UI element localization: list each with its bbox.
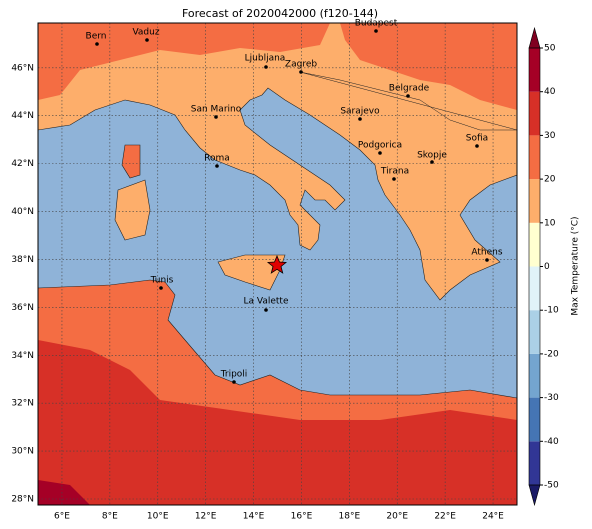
x-tick-label: 6°E <box>54 512 70 522</box>
colorbar-tick-label: -50 <box>544 481 559 491</box>
location-star <box>266 254 288 274</box>
city-dot <box>299 70 303 74</box>
city-dot <box>159 286 163 290</box>
colorbar-label: Max Temperature (°C) <box>571 216 581 315</box>
city-label: San Marino <box>191 105 242 115</box>
city-dot <box>264 65 268 69</box>
city-label: Vaduz <box>132 28 159 38</box>
colorbar-tick-label: -20 <box>544 349 559 359</box>
city-label: Tirana <box>380 167 409 177</box>
city-dot <box>378 151 382 155</box>
colorbar-tick-label: -30 <box>544 393 559 403</box>
colorbar-bin <box>529 397 540 442</box>
city-dot <box>392 177 396 181</box>
city-label: Ljubljana <box>245 54 286 64</box>
africa-hot <box>38 340 517 505</box>
map-frame <box>37 22 518 506</box>
title: Forecast of 2020042000 (f120-144) <box>182 7 378 20</box>
colorbar-tick-label: -40 <box>544 437 559 447</box>
colorbar-bin <box>529 179 540 223</box>
y-tick-label: 28°N <box>11 495 34 505</box>
colorbar-over <box>528 26 541 49</box>
x-tick-label: 16°E <box>291 512 313 522</box>
y-tick-label: 36°N <box>11 303 34 313</box>
x-tick-label: 10°E <box>147 512 169 522</box>
colorbar-bin <box>529 135 540 180</box>
colorbar-tick-label: -10 <box>544 306 559 316</box>
x-tick-label: 22°E <box>434 512 456 522</box>
colorbar-tick-label: 0 <box>544 262 550 272</box>
y-tick-label: 40°N <box>11 207 34 217</box>
city-dot <box>430 160 434 164</box>
colorbar-bin <box>529 222 540 267</box>
city-dot <box>215 164 219 168</box>
city-label: Skopje <box>417 151 447 161</box>
city-label: Zagreb <box>285 60 317 70</box>
city-label: Sofia <box>466 134 488 144</box>
city-dot <box>485 258 489 262</box>
graticule: 6°E 8°E 10°E 12°E 14°E 16°E 18°E 20°E 22°E 24°E 28… <box>11 23 517 522</box>
sicily <box>217 254 286 291</box>
city-label: Budapest <box>355 19 398 29</box>
colorbar-tick-label: 10 <box>544 218 556 228</box>
colorbar-bin <box>529 353 540 398</box>
map <box>38 23 517 505</box>
city-label: Roma <box>204 154 230 164</box>
city-label: Podgorica <box>358 141 402 151</box>
y-tick-label: 42°N <box>11 159 34 169</box>
city-dot <box>358 117 362 121</box>
colorbar-bin <box>529 266 540 311</box>
city-dot <box>264 308 268 312</box>
city-dot <box>145 38 149 42</box>
colorbar-tick-label: 20 <box>544 175 556 185</box>
x-tick-label: 12°E <box>195 512 217 522</box>
colorbar-under <box>528 484 541 507</box>
colorbar-tick-label: 30 <box>544 131 556 141</box>
city-dot <box>406 94 410 98</box>
x-tick-label: 20°E <box>386 512 408 522</box>
city-label: Tripoli <box>220 370 248 380</box>
city-dot <box>374 29 378 33</box>
city-dot <box>214 115 218 119</box>
corsica <box>121 144 141 179</box>
colorbar-tick-label: 40 <box>544 87 556 97</box>
city-label: Sarajevo <box>340 107 380 117</box>
city-label: La Valette <box>244 297 289 307</box>
city-dot <box>232 380 236 384</box>
balkan-border <box>299 71 517 131</box>
cities: Bern Vaduz Budapest Ljubljana Zagreb Bel… <box>86 19 503 384</box>
city-label: Athens <box>471 248 502 258</box>
colorbar-bin <box>529 441 540 485</box>
y-tick-label: 46°N <box>11 63 34 73</box>
city-label: Bern <box>86 32 107 42</box>
colorbar-bin <box>529 91 540 136</box>
city-label: Tunis <box>150 276 174 286</box>
x-tick-label: 18°E <box>339 512 361 522</box>
y-tick-label: 32°N <box>11 399 34 409</box>
y-tick-label: 38°N <box>11 255 34 265</box>
city-dot <box>95 42 99 46</box>
sardinia <box>114 179 151 241</box>
land-north <box>38 23 517 301</box>
land-warm <box>38 23 330 100</box>
colorbar-bin <box>529 310 540 354</box>
colorbar: -50 -40 -30 -20 -10 0 10 20 30 40 50 <box>528 26 559 507</box>
y-tick-label: 34°N <box>11 351 34 361</box>
x-tick-label: 24°E <box>482 512 504 522</box>
x-tick-label: 8°E <box>102 512 118 522</box>
colorbar-tick-label: 50 <box>544 44 556 54</box>
colorbar-bin <box>529 48 540 92</box>
city-dot <box>475 144 479 148</box>
y-tick-label: 30°N <box>11 447 34 457</box>
x-tick-label: 14°E <box>243 512 265 522</box>
land-warm <box>340 23 517 110</box>
y-tick-label: 44°N <box>11 111 34 121</box>
city-label: Belgrade <box>389 84 430 94</box>
